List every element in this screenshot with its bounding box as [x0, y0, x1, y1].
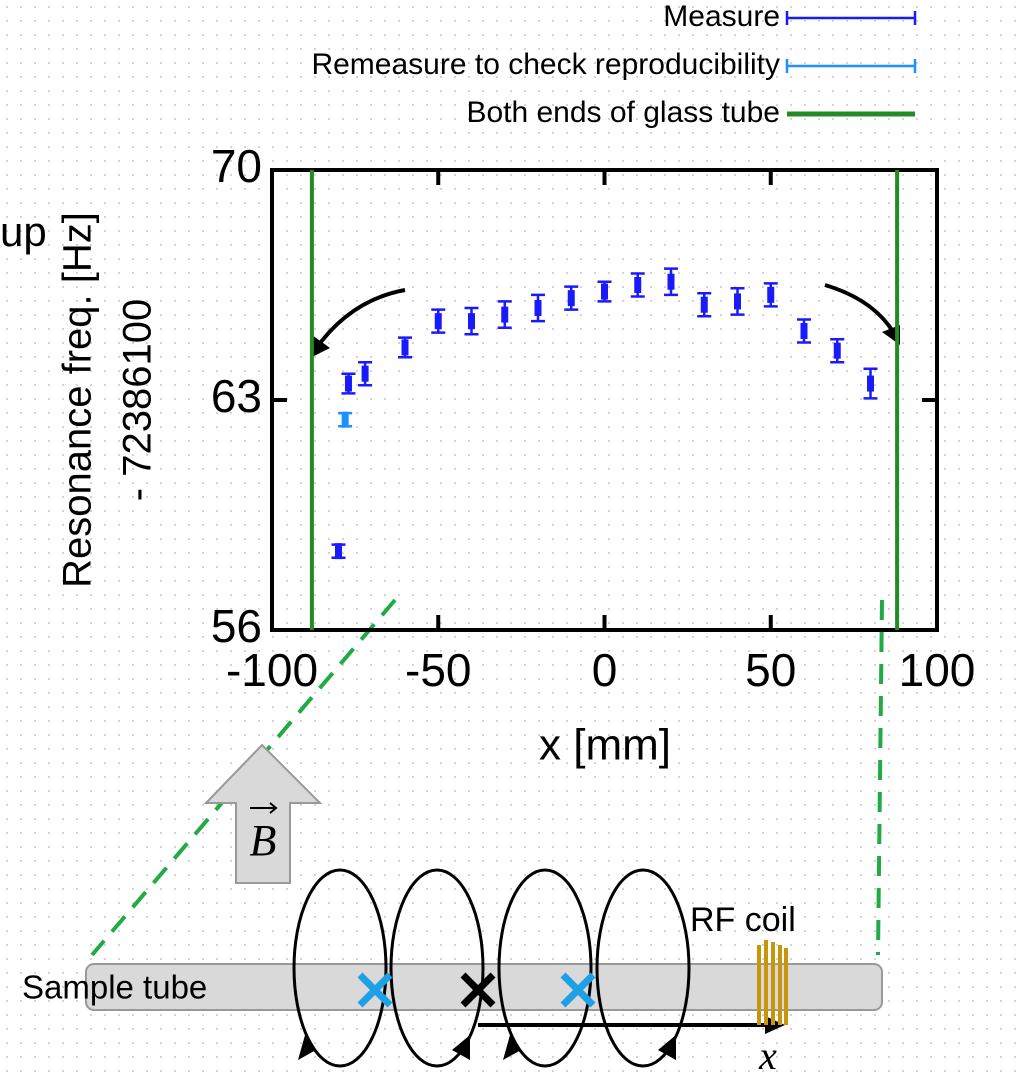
data-point — [341, 411, 349, 428]
data-point — [700, 296, 708, 313]
annotation-arrow — [824, 283, 897, 336]
crosses — [357, 972, 596, 1008]
y-tick-label: 70 — [211, 140, 262, 192]
x-tick-label: 50 — [745, 644, 796, 696]
data-point — [767, 286, 775, 303]
y-axis-label: - 72386100 — [116, 299, 160, 501]
legend-swatch — [785, 59, 917, 73]
y-axis-label: Resonance freq. [Hz] — [56, 212, 100, 588]
data-point — [534, 300, 542, 316]
data-point — [634, 277, 642, 293]
vector-arrow — [269, 802, 278, 814]
y-tick-label: 56 — [211, 600, 262, 652]
data-point — [434, 313, 442, 330]
guide-line — [876, 599, 884, 956]
data-point — [361, 365, 369, 382]
field-label: B — [250, 816, 277, 865]
legend-label: Remeasure to check reproducibility — [311, 48, 780, 81]
annotation-arrow — [313, 288, 406, 352]
data-point — [601, 283, 608, 300]
data-point — [335, 543, 342, 560]
data-point — [800, 323, 808, 339]
legend-swatch — [785, 11, 917, 25]
y-tick-label: 63 — [211, 370, 262, 422]
x-tick-label: 100 — [899, 644, 976, 696]
loop-arrowheads — [298, 1035, 676, 1060]
coil-label: RF coil — [690, 901, 796, 939]
axis-symbol: x — [758, 1033, 777, 1078]
data-point — [567, 290, 575, 307]
tube-label: Sample tube — [22, 969, 207, 1006]
x-tick-label: 0 — [592, 644, 618, 696]
plot-frame — [270, 168, 939, 632]
cropped-label: up — [0, 208, 47, 255]
x-tick-label: -50 — [405, 644, 471, 696]
data-point — [468, 313, 475, 330]
field-arrow — [203, 743, 323, 884]
data-point — [833, 342, 841, 359]
legend-label: Both ends of glass tube — [466, 96, 780, 129]
data-point — [734, 293, 741, 310]
data-point — [501, 306, 509, 323]
rf-coil — [757, 940, 788, 1025]
data-point — [667, 273, 675, 290]
field-loops — [292, 868, 691, 1068]
legend-label: Measure — [663, 0, 780, 33]
data-point — [401, 339, 409, 356]
data-point — [867, 375, 874, 392]
data-point — [344, 375, 352, 392]
x-tick-label: -100 — [226, 644, 318, 696]
annotation-arrowhead — [310, 335, 330, 358]
x-axis-label: x [mm] — [539, 721, 671, 770]
